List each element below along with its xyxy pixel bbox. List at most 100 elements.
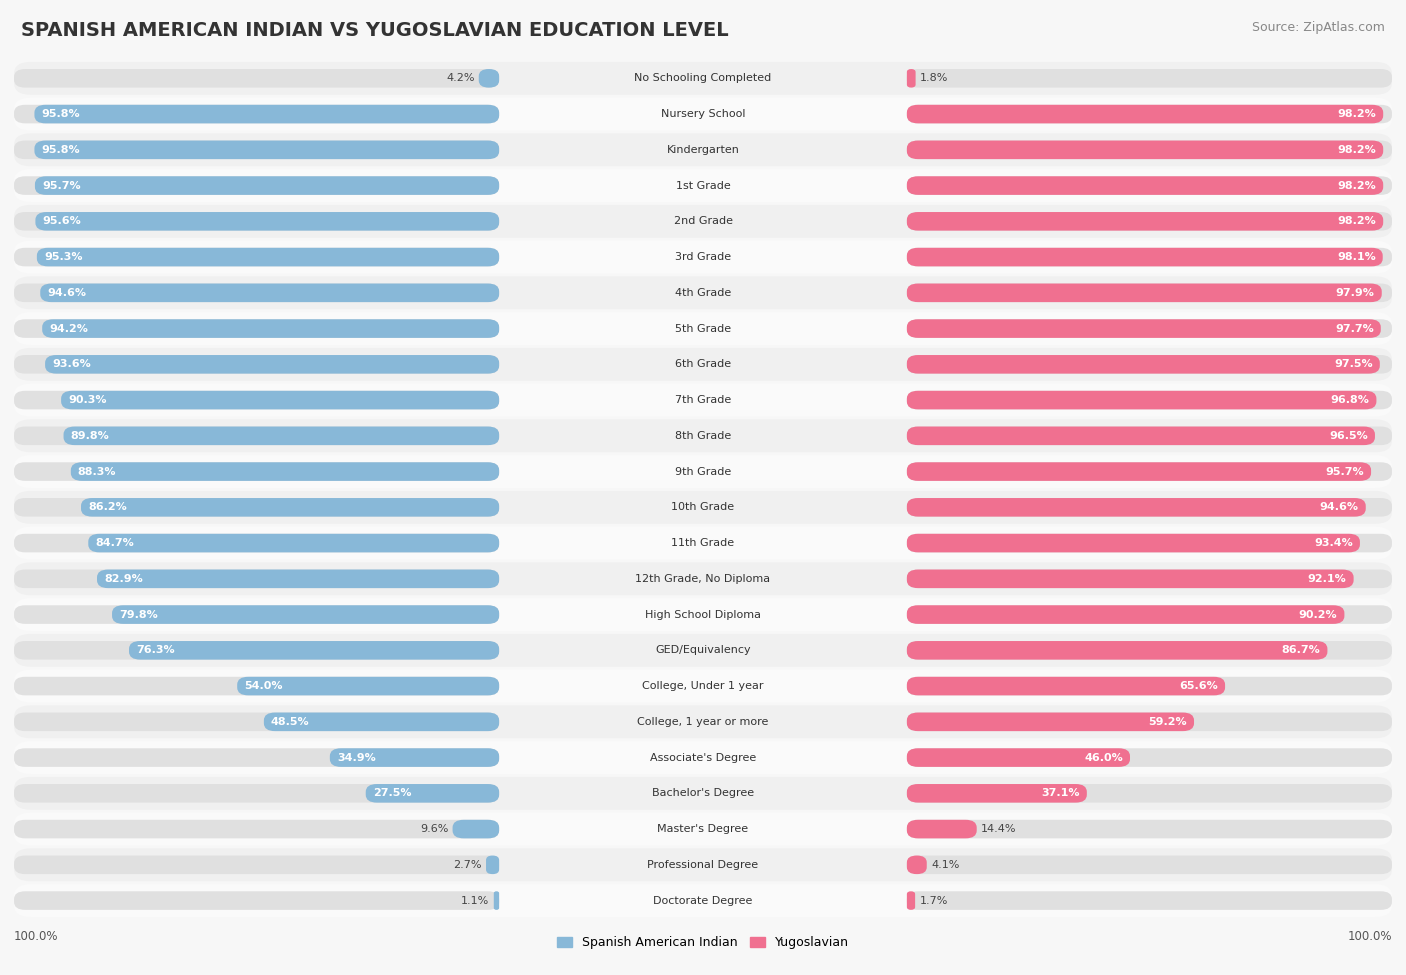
Text: 96.5%: 96.5% — [1329, 431, 1368, 441]
FancyBboxPatch shape — [238, 677, 499, 695]
Text: Professional Degree: Professional Degree — [647, 860, 759, 870]
FancyBboxPatch shape — [907, 319, 1381, 338]
Text: Master's Degree: Master's Degree — [658, 824, 748, 834]
FancyBboxPatch shape — [264, 713, 499, 731]
FancyBboxPatch shape — [14, 533, 499, 553]
FancyBboxPatch shape — [494, 891, 499, 910]
FancyBboxPatch shape — [14, 419, 1392, 452]
FancyBboxPatch shape — [907, 426, 1375, 446]
Text: 1.7%: 1.7% — [920, 896, 948, 906]
FancyBboxPatch shape — [42, 319, 499, 338]
FancyBboxPatch shape — [14, 212, 499, 231]
Text: 98.2%: 98.2% — [1337, 109, 1376, 119]
Text: 54.0%: 54.0% — [245, 682, 283, 691]
Text: 46.0%: 46.0% — [1084, 753, 1123, 762]
FancyBboxPatch shape — [907, 891, 1392, 910]
FancyBboxPatch shape — [37, 248, 499, 266]
Text: 94.6%: 94.6% — [48, 288, 86, 297]
Text: Associate's Degree: Associate's Degree — [650, 753, 756, 762]
FancyBboxPatch shape — [907, 820, 1392, 838]
Text: 98.1%: 98.1% — [1337, 253, 1375, 262]
FancyBboxPatch shape — [907, 569, 1354, 588]
FancyBboxPatch shape — [14, 284, 499, 302]
FancyBboxPatch shape — [14, 598, 1392, 631]
FancyBboxPatch shape — [907, 355, 1392, 373]
FancyBboxPatch shape — [907, 713, 1194, 731]
Text: 92.1%: 92.1% — [1308, 574, 1347, 584]
Text: 7th Grade: 7th Grade — [675, 395, 731, 405]
FancyBboxPatch shape — [60, 391, 499, 410]
Text: 65.6%: 65.6% — [1180, 682, 1218, 691]
FancyBboxPatch shape — [14, 670, 1392, 703]
FancyBboxPatch shape — [14, 490, 1392, 524]
FancyBboxPatch shape — [14, 820, 499, 838]
FancyBboxPatch shape — [907, 248, 1392, 266]
FancyBboxPatch shape — [907, 462, 1371, 481]
Text: Nursery School: Nursery School — [661, 109, 745, 119]
FancyBboxPatch shape — [14, 276, 1392, 309]
FancyBboxPatch shape — [907, 176, 1392, 195]
Text: Kindergarten: Kindergarten — [666, 145, 740, 155]
Text: 27.5%: 27.5% — [373, 789, 412, 799]
Text: 98.2%: 98.2% — [1337, 180, 1376, 190]
Text: High School Diploma: High School Diploma — [645, 609, 761, 619]
FancyBboxPatch shape — [907, 140, 1384, 159]
Text: 1st Grade: 1st Grade — [676, 180, 730, 190]
Text: 90.3%: 90.3% — [67, 395, 107, 405]
FancyBboxPatch shape — [14, 848, 1392, 881]
Text: 48.5%: 48.5% — [271, 717, 309, 726]
Text: 95.7%: 95.7% — [1326, 467, 1364, 477]
Text: 1.1%: 1.1% — [461, 896, 489, 906]
FancyBboxPatch shape — [907, 677, 1392, 695]
FancyBboxPatch shape — [14, 784, 499, 802]
FancyBboxPatch shape — [907, 391, 1376, 410]
FancyBboxPatch shape — [907, 641, 1392, 660]
FancyBboxPatch shape — [907, 248, 1382, 266]
FancyBboxPatch shape — [907, 748, 1130, 767]
FancyBboxPatch shape — [14, 69, 499, 88]
Text: 95.3%: 95.3% — [44, 253, 83, 262]
FancyBboxPatch shape — [907, 69, 915, 88]
Text: 5th Grade: 5th Grade — [675, 324, 731, 333]
FancyBboxPatch shape — [907, 426, 1392, 446]
Text: 96.8%: 96.8% — [1330, 395, 1369, 405]
Text: 98.2%: 98.2% — [1337, 145, 1376, 155]
FancyBboxPatch shape — [14, 641, 499, 660]
FancyBboxPatch shape — [14, 498, 499, 517]
FancyBboxPatch shape — [907, 462, 1392, 481]
Text: 97.5%: 97.5% — [1334, 360, 1372, 370]
Text: No Schooling Completed: No Schooling Completed — [634, 73, 772, 83]
FancyBboxPatch shape — [366, 784, 499, 802]
FancyBboxPatch shape — [479, 69, 499, 88]
FancyBboxPatch shape — [14, 677, 499, 695]
FancyBboxPatch shape — [907, 391, 1392, 410]
Text: 3rd Grade: 3rd Grade — [675, 253, 731, 262]
FancyBboxPatch shape — [907, 533, 1392, 553]
FancyBboxPatch shape — [14, 391, 499, 410]
Text: 11th Grade: 11th Grade — [672, 538, 734, 548]
Text: 4.1%: 4.1% — [931, 860, 959, 870]
Text: 2.7%: 2.7% — [453, 860, 482, 870]
Text: 95.8%: 95.8% — [41, 109, 80, 119]
FancyBboxPatch shape — [63, 426, 499, 446]
FancyBboxPatch shape — [907, 284, 1392, 302]
FancyBboxPatch shape — [14, 569, 499, 588]
FancyBboxPatch shape — [907, 533, 1360, 553]
FancyBboxPatch shape — [907, 104, 1384, 124]
Text: 79.8%: 79.8% — [120, 609, 157, 619]
Text: 86.7%: 86.7% — [1282, 645, 1320, 655]
Text: 4th Grade: 4th Grade — [675, 288, 731, 297]
Text: 8th Grade: 8th Grade — [675, 431, 731, 441]
Text: 88.3%: 88.3% — [77, 467, 117, 477]
Text: 6th Grade: 6th Grade — [675, 360, 731, 370]
Text: 97.7%: 97.7% — [1336, 324, 1374, 333]
FancyBboxPatch shape — [14, 205, 1392, 238]
FancyBboxPatch shape — [907, 820, 977, 838]
FancyBboxPatch shape — [907, 104, 1392, 124]
FancyBboxPatch shape — [14, 462, 499, 481]
FancyBboxPatch shape — [14, 134, 1392, 167]
Text: 84.7%: 84.7% — [96, 538, 134, 548]
FancyBboxPatch shape — [907, 891, 915, 910]
FancyBboxPatch shape — [14, 383, 1392, 416]
Text: 95.8%: 95.8% — [41, 145, 80, 155]
